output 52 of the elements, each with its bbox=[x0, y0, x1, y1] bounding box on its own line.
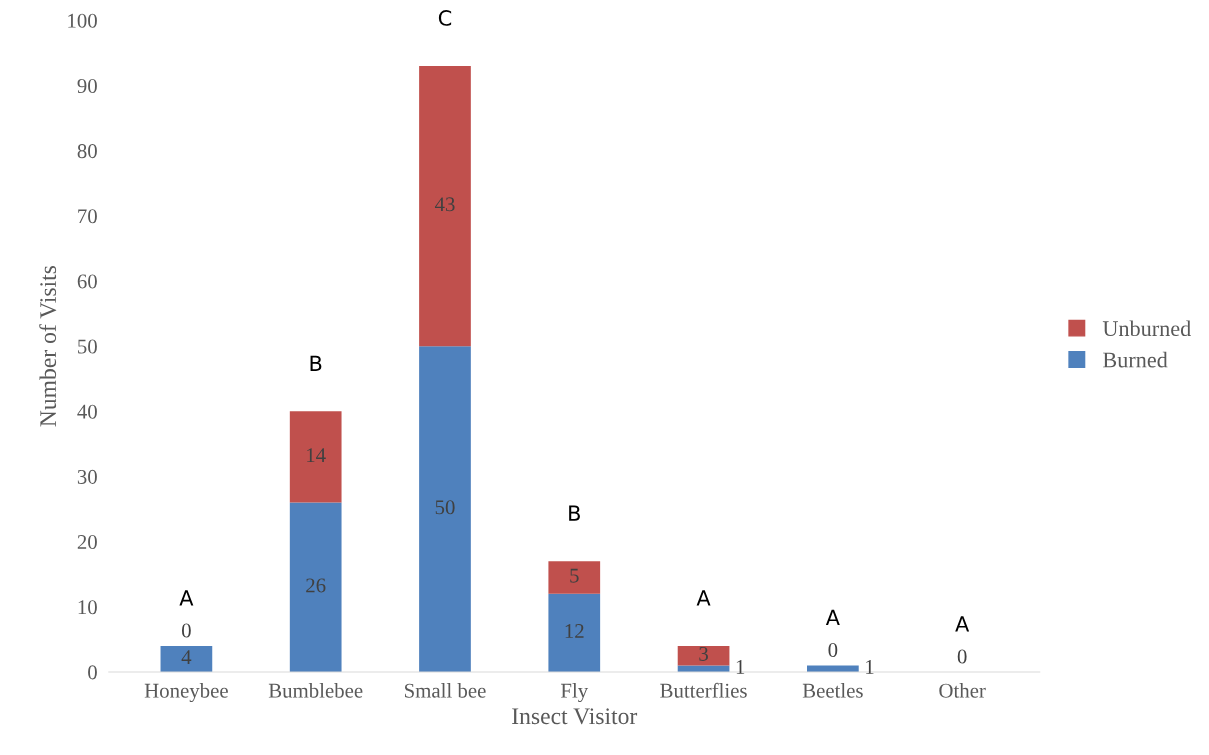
data-label: 5 bbox=[570, 568, 579, 583]
data-label: 14 bbox=[307, 448, 326, 462]
y-axis-title: Number of Visits bbox=[39, 265, 57, 427]
y-tick-label: 70 bbox=[78, 209, 97, 224]
data-label: 26 bbox=[306, 578, 326, 593]
x-tick-label: Other bbox=[939, 683, 986, 698]
bar bbox=[419, 65, 471, 347]
legend-label: Unburned bbox=[1102, 320, 1191, 337]
data-label: 1 bbox=[866, 659, 874, 674]
data-label: 50 bbox=[435, 500, 455, 515]
y-tick-label: 0 bbox=[88, 665, 97, 680]
x-tick-label: Beetles bbox=[802, 683, 863, 698]
annotation: A bbox=[179, 590, 194, 606]
bar bbox=[419, 346, 471, 672]
data-label: 1 bbox=[736, 659, 745, 674]
bar bbox=[289, 502, 342, 672]
legend-label: Burned bbox=[1103, 351, 1168, 368]
y-tick-label: 20 bbox=[77, 535, 97, 550]
y-tick-label: 40 bbox=[77, 404, 97, 419]
y-tick-label: 30 bbox=[77, 469, 97, 484]
y-tick-label: 80 bbox=[77, 144, 97, 159]
x-tick-label: Honeybee bbox=[144, 683, 228, 703]
bar bbox=[289, 411, 342, 503]
x-axis-title: Insect Visitor bbox=[512, 708, 638, 725]
y-tick-label: 90 bbox=[77, 78, 97, 93]
x-tick-label: Fly bbox=[560, 683, 589, 703]
y-tick-label: 100 bbox=[68, 13, 97, 28]
bar bbox=[677, 645, 730, 666]
data-label: 4 bbox=[181, 650, 192, 664]
data-label: 0 bbox=[828, 642, 838, 658]
annotation: A bbox=[955, 616, 970, 632]
data-label: 0 bbox=[957, 649, 967, 664]
data-label: 43 bbox=[434, 197, 455, 212]
y-tick-label: 60 bbox=[77, 274, 97, 289]
annotation: A bbox=[696, 590, 711, 606]
bar bbox=[677, 665, 730, 672]
y-tick-label: 10 bbox=[78, 600, 97, 615]
y-tick-label: 50 bbox=[78, 339, 97, 354]
data-label: 3 bbox=[699, 646, 708, 661]
x-tick-label: Small bee bbox=[405, 683, 486, 698]
x-tick-label: Butterflies bbox=[660, 682, 747, 698]
data-label: 12 bbox=[565, 624, 584, 638]
x-tick-label: Bumblebee bbox=[268, 683, 363, 698]
annotation: C bbox=[438, 10, 452, 26]
data-label: 0 bbox=[181, 623, 191, 638]
annotation: A bbox=[825, 609, 840, 625]
bar bbox=[160, 645, 213, 672]
bar bbox=[548, 593, 601, 672]
bar bbox=[548, 561, 601, 594]
annotation: B bbox=[310, 355, 322, 371]
bar bbox=[807, 665, 859, 672]
annotation: B bbox=[569, 505, 580, 521]
